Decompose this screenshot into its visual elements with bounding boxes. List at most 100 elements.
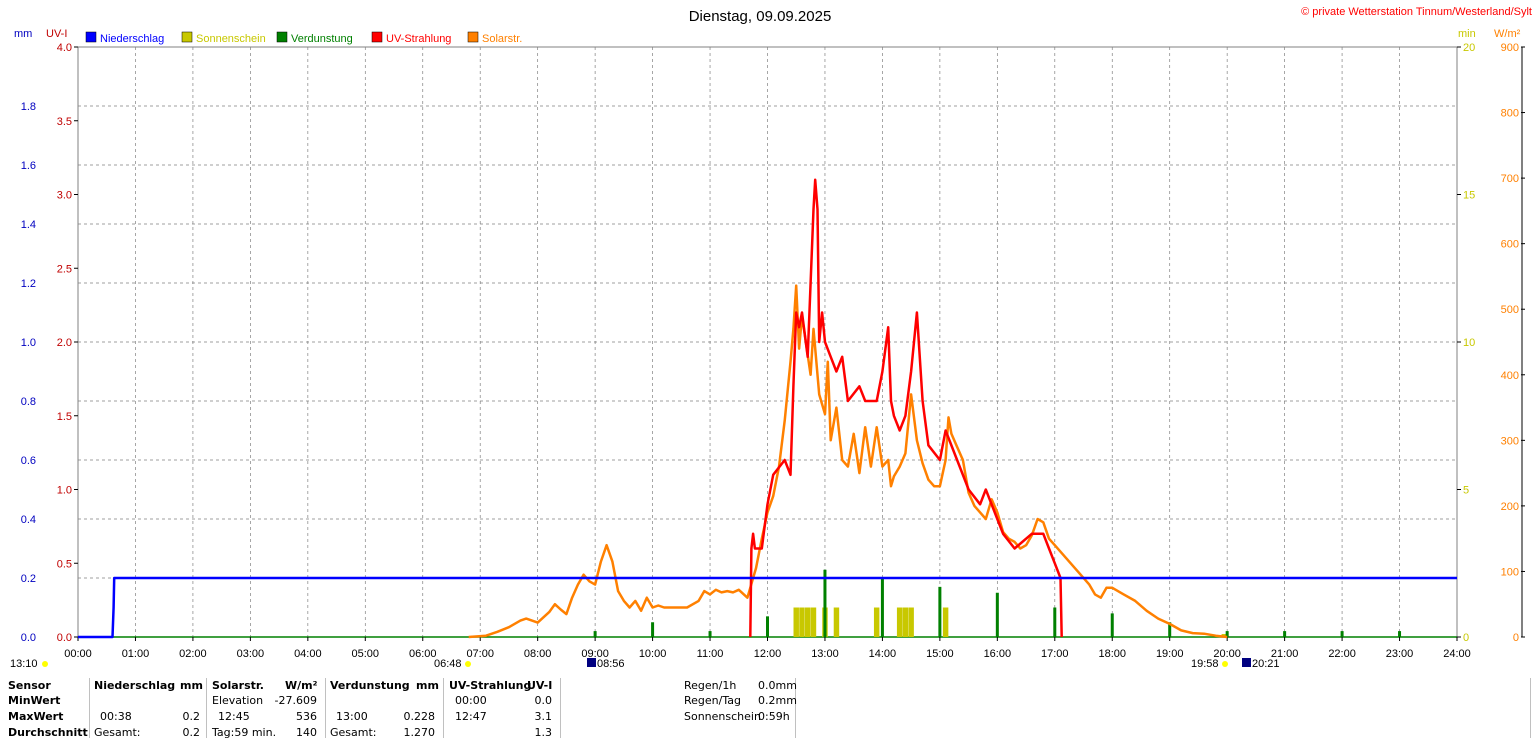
legend-label: Solarstr.: [482, 33, 522, 45]
sunrise-icon: [465, 661, 471, 667]
y-tick-mm: 1.8: [21, 101, 36, 113]
y-tick-min: 15: [1463, 190, 1475, 202]
solar-min-label: Elevation: [212, 694, 264, 707]
x-tick-label: 19:00: [1156, 648, 1184, 660]
y-tick-min: 20: [1463, 42, 1475, 54]
verdunstung-max-value: 0.228: [403, 710, 436, 723]
x-tick-label: 05:00: [352, 648, 380, 660]
y-tick-min: 0: [1463, 632, 1469, 644]
sunshine-bar: [896, 607, 903, 637]
sunset-time: 19:58: [1191, 658, 1219, 670]
y-tick-uv: 0.5: [57, 558, 72, 570]
x-tick-label: 16:00: [984, 648, 1012, 660]
x-tick-label: 12:00: [754, 648, 782, 660]
legend-label: Niederschlag: [100, 33, 164, 45]
x-tick-label: 21:00: [1271, 648, 1299, 660]
solar-max-time: 12:45: [218, 710, 250, 723]
legend-label: Verdunstung: [291, 33, 353, 45]
x-tick-label: 24:00: [1443, 648, 1471, 660]
verdunstung-total-value: 1.270: [403, 726, 436, 739]
niederschlag-total-label: Gesamt:: [94, 726, 141, 739]
y-tick-uv: 0.0: [57, 632, 72, 644]
x-tick-label: 08:00: [524, 648, 552, 660]
x-tick-label: 04:00: [294, 648, 322, 660]
x-tick-label: 02:00: [179, 648, 207, 660]
axis-label-wm2: W/m²: [1494, 28, 1521, 40]
dawn-icon: [587, 658, 596, 667]
x-tick-labels: 00:00 01:00 02:00 03:00 04:00 05:00 06:00 07:00…: [64, 637, 1471, 660]
x-tick-label: 18:00: [1098, 648, 1126, 660]
niederschlag-header: Niederschlag: [94, 679, 176, 692]
legend: Niederschlag Sonnenschein Verdunstung UV-St…: [85, 31, 522, 45]
y-tick-wm2: 700: [1501, 173, 1519, 185]
chart-title: Dienstag, 09.09.2025: [689, 8, 832, 25]
verdunstung-max-time: 13:00: [336, 710, 368, 723]
solar-min-value: -27.609: [274, 694, 317, 707]
x-tick-label: 20:00: [1213, 648, 1241, 660]
evaporation-bar: [593, 631, 597, 637]
sunshine-bar: [810, 607, 817, 637]
y-tick-mm: 0.8: [21, 396, 36, 408]
verdunstung-header: Verdunstung: [330, 679, 410, 692]
y-tick-uv: 4.0: [57, 42, 72, 54]
summary-value-rain-1h: 0.0mm: [758, 679, 797, 692]
x-tick-label: 06:00: [409, 648, 437, 660]
y-tick-wm2: 600: [1501, 239, 1519, 251]
x-tick-label: 01:00: [122, 648, 150, 660]
x-tick-label: 10:00: [639, 648, 667, 660]
stats-table: Sensor MinWert MaxWert Durchschnitt Nied…: [0, 672, 1536, 741]
evaporation-bar: [995, 592, 999, 637]
legend-label: UV-Strahlung: [386, 33, 451, 45]
x-tick-label: 07:00: [466, 648, 494, 660]
legend-swatch: [181, 31, 193, 43]
solar-max-value: 536: [296, 710, 317, 723]
sunshine-bar: [908, 607, 914, 637]
sunshine-bar: [902, 607, 909, 637]
uv-max-value: 3.1: [534, 710, 553, 723]
uv-header: UV-Strahlung: [449, 679, 532, 692]
y-tick-wm2: 0: [1513, 632, 1519, 644]
y-tick-wm2: 400: [1501, 370, 1519, 382]
y-tick-uv: 2.0: [57, 337, 72, 349]
y-tick-wm2: 800: [1501, 108, 1519, 120]
evaporation-bar: [766, 616, 769, 637]
solar-unit: W/m²: [285, 679, 318, 692]
y-tick-mm: 1.2: [21, 278, 36, 290]
evaporation-bar: [938, 586, 942, 637]
uv-min-time: 00:00: [455, 694, 487, 707]
y-tick-uv: 3.0: [57, 190, 72, 202]
y-tick-uv: 2.5: [57, 263, 72, 275]
evaporation-bar: [1340, 631, 1344, 637]
sun-time-left: 13:10: [10, 658, 38, 670]
solar-line: [468, 284, 1228, 639]
legend-swatch: [371, 31, 383, 43]
x-tick-label: 22:00: [1328, 648, 1356, 660]
axis-label-min: min: [1458, 28, 1476, 40]
solar-avg-value: 140: [296, 726, 317, 739]
solar-header: Solarstr.: [212, 679, 264, 692]
sun-icon: [42, 661, 48, 667]
x-tick-label: 00:00: [64, 648, 92, 660]
x-tick-label: 17:00: [1041, 648, 1069, 660]
dusk-icon: [1242, 658, 1251, 667]
y-tick-mm: 0.6: [21, 455, 36, 467]
sensor-row-min: MinWert: [8, 694, 61, 707]
dusk-time: 20:21: [1252, 658, 1280, 670]
evaporation-bar: [1110, 613, 1114, 637]
legend-swatch: [85, 31, 97, 43]
y-tick-uv: 3.5: [57, 116, 72, 128]
x-tick-label: 09:00: [581, 648, 609, 660]
y-tick-mm: 1.0: [21, 337, 36, 349]
solar-avg-label: Tag:59 min.: [212, 726, 277, 739]
legend-swatch: [467, 31, 479, 43]
sensor-row-avg: Durchschnitt: [8, 726, 88, 739]
niederschlag-total-value: 0.2: [182, 726, 201, 739]
verdunstung-total-label: Gesamt:: [330, 726, 377, 739]
weather-chart: Dienstag, 09.09.2025 © private Wettersta…: [10, 6, 1532, 670]
precipitation-line: [78, 576, 1457, 639]
evaporation-bar: [708, 631, 712, 637]
summary-value-sunshine: 0:59h: [758, 710, 790, 723]
x-tick-label: 15:00: [926, 648, 954, 660]
y-tick-labels: 0.0 0.2 0.4 0.6 0.8 1.0 1.2 1.4 1.6 1.8 0.0 0.5 1.0 1…: [21, 42, 1525, 644]
evaporation-bar: [823, 569, 827, 637]
